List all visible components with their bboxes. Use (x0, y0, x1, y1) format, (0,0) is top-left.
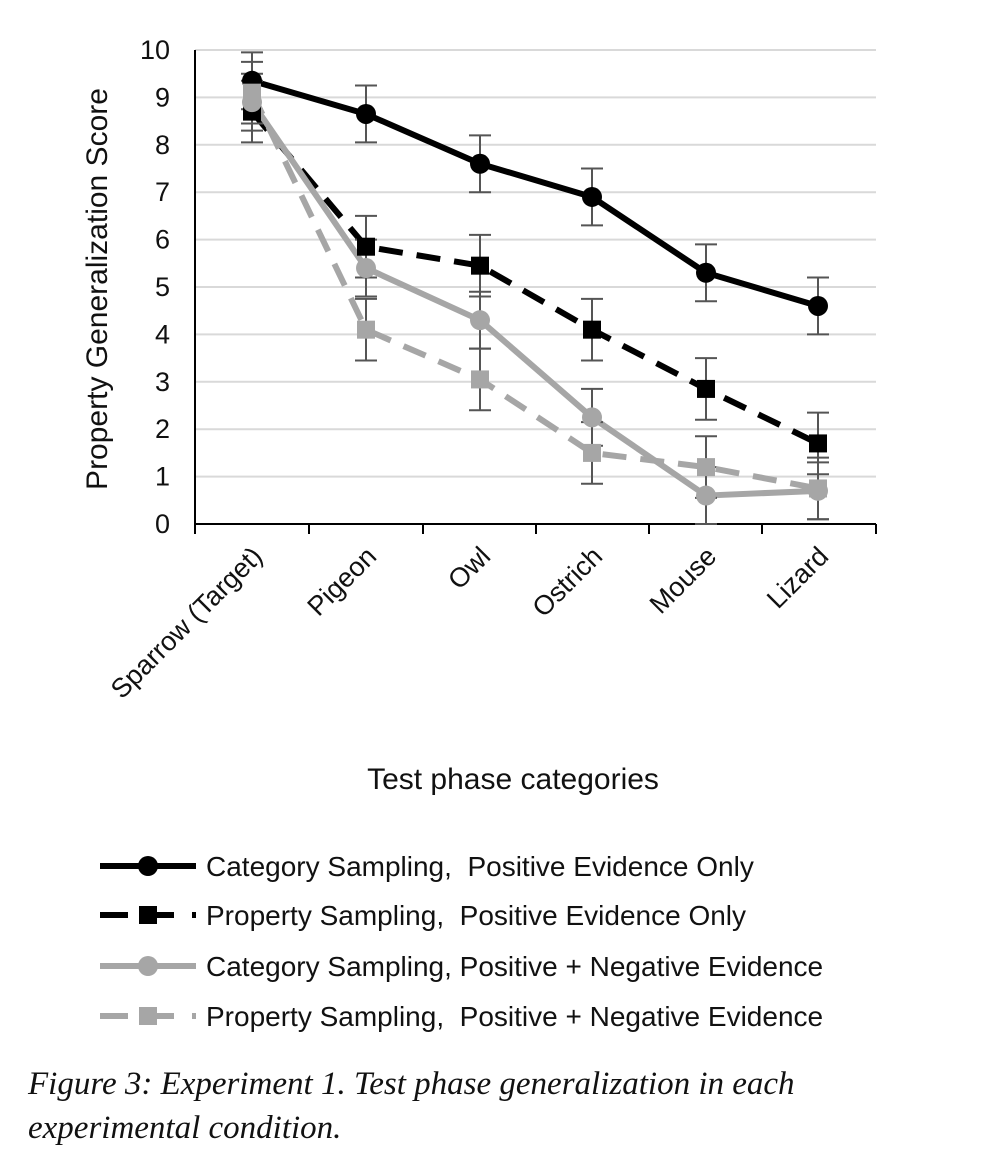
data-point (697, 458, 715, 477)
data-point (696, 262, 716, 283)
data-point (356, 103, 376, 124)
y-tick-label: 2 (155, 414, 170, 444)
y-tick-labels: 0 1 2 3 4 5 6 7 8 9 10 (140, 35, 170, 539)
y-tick-label: 10 (140, 35, 170, 65)
x-axis-title: Test phase categories (367, 763, 659, 796)
data-point (696, 485, 716, 506)
y-tick-label: 9 (155, 82, 170, 112)
legend-entry: Property Sampling, Positive Evidence Onl… (100, 900, 746, 931)
figure-caption: Figure 3: Experiment 1. Test phase gener… (28, 1066, 795, 1146)
y-tick-label: 6 (155, 225, 170, 255)
legend-label: Category Sampling, Positive Evidence Onl… (206, 851, 754, 882)
data-point (809, 434, 827, 453)
legend: Category Sampling, Positive Evidence Onl… (100, 851, 823, 1032)
legend-marker (138, 856, 158, 876)
data-point (357, 320, 375, 339)
series-markers (242, 70, 828, 506)
x-tick-label: Owl (442, 541, 496, 595)
y-tick-label: 3 (155, 367, 170, 397)
data-point (808, 295, 828, 316)
series-line (249, 91, 819, 492)
data-point (470, 310, 490, 331)
data-point (583, 320, 601, 339)
legend-entry: Property Sampling, Positive + Negative E… (100, 1001, 823, 1032)
data-point (809, 479, 827, 498)
y-tick-label: 7 (155, 177, 170, 207)
data-point (697, 379, 715, 398)
data-point (471, 370, 489, 389)
y-tick-label: 8 (155, 130, 170, 160)
y-axis-title: Property Generalization Score (81, 88, 114, 490)
legend-marker (138, 956, 158, 976)
data-point (356, 258, 376, 279)
x-tick-label: Sparrow (Target) (105, 541, 268, 704)
legend-marker (139, 906, 157, 924)
series-line (251, 77, 819, 309)
series-lines (241, 51, 829, 525)
x-tick-labels: Sparrow (Target) Pigeon Owl Ostrich Mouse Liz… (105, 541, 834, 704)
axes (194, 50, 877, 534)
data-point (583, 443, 601, 462)
data-point (582, 407, 602, 428)
legend-label: Category Sampling, Positive + Negative E… (206, 951, 823, 982)
legend-entry: Category Sampling, Positive Evidence Onl… (100, 851, 754, 882)
x-tick-label: Ostrich (527, 541, 609, 623)
y-tick-label: 0 (155, 509, 170, 539)
legend-label: Property Sampling, Positive Evidence Onl… (206, 900, 746, 931)
legend-marker (139, 1007, 157, 1025)
series-line (249, 100, 819, 499)
legend-label: Property Sampling, Positive + Negative E… (206, 1001, 823, 1032)
x-tick-label: Lizard (761, 541, 834, 614)
y-tick-label: 1 (155, 462, 170, 492)
data-point (243, 83, 261, 102)
y-tick-label: 4 (155, 319, 170, 349)
data-point (471, 256, 489, 275)
x-tick-label: Pigeon (302, 541, 383, 622)
series-line (249, 109, 820, 447)
y-tick-label: 5 (155, 272, 170, 302)
x-tick-label: Mouse (644, 541, 723, 620)
line-chart: 0 1 2 3 4 5 6 7 8 9 10 Sparrow (Target) Pigeon Owl Os… (81, 35, 877, 1032)
data-point (582, 186, 602, 207)
data-point (357, 237, 375, 256)
data-point (470, 153, 490, 174)
legend-entry: Category Sampling, Positive + Negative E… (100, 951, 823, 982)
gridlines (195, 49, 876, 478)
